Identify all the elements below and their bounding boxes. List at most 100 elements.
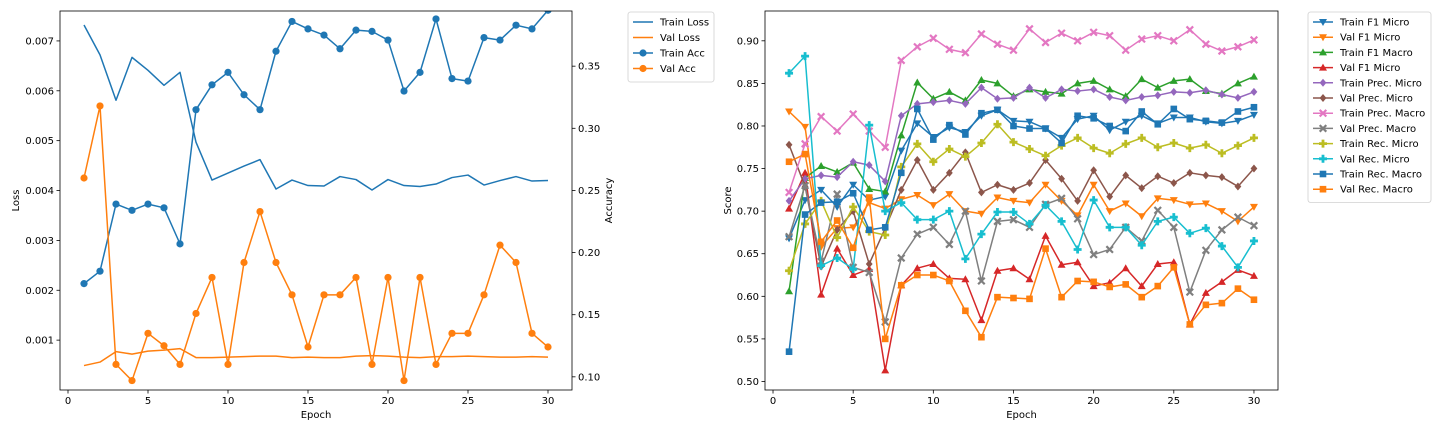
legend-label: Train Prec. Micro [1339, 78, 1422, 89]
y-tick-label: 0.90 [737, 36, 759, 47]
data-point-train-acc [192, 106, 200, 114]
data-point-train-f1-macro [897, 131, 906, 139]
data-point-train-f1-macro [1185, 75, 1194, 83]
series-line-train-loss [83, 24, 549, 191]
data-point-val-f1-micro [849, 271, 858, 279]
data-point-train-prec-micro [1042, 93, 1049, 102]
data-point-val-rec-micro [945, 207, 954, 216]
data-point-train-rec-micro [1217, 149, 1226, 158]
data-point-val-rec-macro [1074, 277, 1081, 285]
data-point-val-acc [224, 360, 232, 369]
data-point-val-prec-macro [945, 240, 954, 249]
data-point-train-prec-micro [961, 99, 969, 108]
data-point-val-acc [80, 174, 88, 182]
data-point-train-prec-macro [1249, 35, 1259, 45]
y-tick-label: 0.75 [737, 164, 759, 175]
data-point-val-rec-micro [1025, 219, 1034, 228]
data-point-val-prec-macro [1169, 223, 1178, 232]
data-point-train-rec-macro [1186, 115, 1194, 123]
y2-tick-label: 0.25 [578, 186, 600, 197]
legend-label: Train Loss [659, 18, 709, 29]
data-point-train-acc [448, 74, 456, 83]
legend-label: Train Rec. Micro [1339, 139, 1419, 150]
data-point-val-f1-micro [801, 168, 810, 176]
data-point-train-f1-micro [897, 147, 906, 155]
data-point-val-rec-macro [1090, 278, 1097, 286]
series-line-val-rec-micro [788, 55, 1255, 270]
data-point-train-f1-macro [1153, 83, 1162, 91]
data-point-train-rec-micro [993, 120, 1002, 129]
data-point-val-f1-micro [1153, 195, 1162, 203]
data-point-train-acc [304, 25, 312, 33]
data-point-train-rec-macro [1106, 122, 1113, 130]
data-point-train-acc [160, 204, 168, 212]
data-point-train-prec-macro [784, 188, 794, 197]
y-tick-label: 0.007 [25, 36, 54, 47]
data-point-train-prec-macro [833, 127, 842, 136]
data-point-train-f1-macro [1105, 85, 1114, 93]
data-point-train-prec-micro [945, 96, 953, 105]
data-point-val-prec-macro [1073, 214, 1082, 223]
plot-area [784, 24, 1259, 374]
x-tick-label: 10 [222, 396, 235, 407]
x-tick-label: 30 [542, 396, 555, 407]
data-point-val-prec-micro [865, 259, 873, 268]
data-point-val-rec-macro [1042, 245, 1049, 252]
data-point-train-prec-micro [1010, 93, 1017, 102]
data-point-train-f1-macro [817, 162, 826, 170]
data-point-train-acc [432, 15, 440, 23]
data-point-val-prec-macro [1009, 215, 1018, 224]
data-point-train-rec-macro [1250, 103, 1258, 111]
data-point-val-acc [464, 329, 472, 337]
data-point-val-prec-micro [1218, 173, 1226, 182]
data-point-train-acc [320, 31, 328, 39]
data-point-val-acc [384, 273, 392, 282]
data-point-train-rec-micro [929, 157, 938, 166]
data-point-val-rec-micro [961, 254, 970, 263]
data-point-train-rec-micro [1073, 133, 1082, 142]
data-point-train-prec-macro [1233, 42, 1242, 51]
data-point-val-rec-micro [1153, 217, 1162, 226]
data-point-val-f1-micro [833, 244, 842, 252]
data-point-val-prec-macro [801, 181, 810, 190]
data-point-val-rec-macro [1250, 296, 1258, 304]
data-point-val-f1-micro [913, 264, 922, 272]
series-line-train-rec-micro [788, 123, 1255, 272]
legend-label: Val Prec. Micro [1340, 94, 1413, 105]
data-point-train-prec-micro [1026, 83, 1033, 92]
data-point-train-rec-micro [1089, 144, 1098, 153]
data-point-train-prec-micro [994, 94, 1001, 103]
x-tick-label: 15 [302, 396, 315, 407]
data-point-val-prec-macro [1057, 194, 1066, 203]
data-point-val-rec-micro [1185, 229, 1194, 238]
data-point-val-acc [176, 360, 184, 369]
legend-label: Train F1 Micro [1339, 18, 1409, 29]
legend-marker [1318, 124, 1328, 133]
data-point-val-acc [240, 258, 248, 267]
data-point-val-prec-macro [1153, 206, 1162, 215]
data-point-val-rec-macro [1202, 301, 1210, 309]
data-point-val-prec-micro [1234, 182, 1242, 191]
data-point-train-prec-macro [1009, 46, 1018, 55]
data-point-val-acc [208, 273, 216, 282]
legend-marker [1319, 185, 1327, 193]
data-point-val-prec-micro [1106, 192, 1114, 201]
legend-marker [639, 64, 647, 73]
data-point-val-f1-micro [1009, 264, 1018, 272]
data-point-train-prec-macro [1137, 35, 1146, 44]
data-point-val-acc [112, 360, 120, 369]
data-point-val-f1-micro [1105, 208, 1114, 216]
data-point-val-rec-micro [929, 215, 938, 224]
data-point-val-f1-micro [1073, 258, 1082, 266]
data-point-train-f1-macro [993, 79, 1002, 87]
data-point-val-rec-micro [1041, 201, 1050, 210]
data-point-val-acc [304, 343, 312, 351]
data-point-train-prec-macro [849, 109, 858, 119]
data-point-train-rec-macro [1042, 125, 1049, 132]
data-point-train-prec-macro [1121, 46, 1130, 55]
data-point-train-rec-macro [994, 106, 1001, 114]
data-point-val-f1-micro [993, 194, 1002, 202]
data-point-train-f1-micro [1233, 117, 1242, 125]
score-chart: 0 5 10 15 20 25 30 0.50 0.55 0.60 0.65 0.70 0.75 0.80… [723, 10, 1432, 421]
